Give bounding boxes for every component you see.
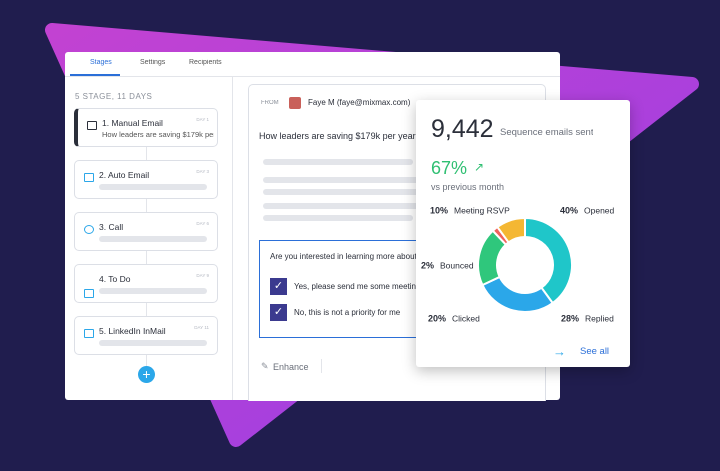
placeholder: [263, 203, 423, 209]
subject: How leaders are saving $179k per year: [259, 131, 416, 141]
stage-day: DAY 3: [196, 169, 209, 174]
tab[interactable]: Recipients: [189, 59, 222, 66]
stage-card[interactable]: 3. Call DAY 6: [74, 212, 218, 251]
stage-day: DAY 11: [194, 325, 209, 330]
placeholder: [263, 189, 423, 195]
value-label: 40%: [560, 205, 578, 215]
stage-preview: How leaders are saving $179k per ...: [102, 130, 214, 139]
placeholder: [99, 184, 207, 190]
tab-underline: [70, 74, 120, 76]
stage-title: 4. To Do: [99, 274, 131, 284]
change: 67%: [431, 158, 468, 178]
placeholder: [99, 288, 207, 294]
enhance-button[interactable]: Enhance: [273, 362, 309, 372]
donut-segment: [481, 275, 555, 313]
stage-title: 2. Auto Email: [99, 170, 150, 180]
legend-label: Replied: [585, 313, 614, 323]
avatar: [289, 97, 301, 109]
value-label: 28%: [561, 313, 579, 323]
stage-icon: [84, 289, 94, 298]
donut-segment: [524, 216, 573, 305]
see-all-link[interactable]: See all: [580, 346, 610, 357]
stage-card[interactable]: 1. Manual Email DAY 1 How leaders are sa…: [74, 108, 218, 147]
stage-icon: [84, 225, 94, 234]
donut-chart: 40% Opened 28% Replied 20% Clicked 2% Bounced 10…: [421, 205, 615, 323]
from-address: Faye M (faye@mixmax.com): [308, 98, 411, 107]
add-stage-button[interactable]: +: [138, 366, 155, 383]
stage-title: 3. Call: [99, 222, 124, 232]
emails-sent: 9,442: [431, 115, 494, 143]
stage-card[interactable]: 5. LinkedIn InMail DAY 11: [74, 316, 218, 355]
poll-option[interactable]: No, this is not a priority for me: [294, 308, 401, 317]
toolbar-divider: [321, 359, 322, 373]
tab[interactable]: Stages: [90, 59, 112, 66]
stage-day: DAY 6: [196, 221, 209, 226]
stage-summary: 5 STAGE, 11 DAYS: [75, 92, 153, 101]
tab-divider: [65, 76, 560, 77]
value-label: 10%: [430, 205, 448, 215]
placeholder: [99, 236, 207, 242]
arrow-icon: →: [553, 344, 566, 359]
checkbox[interactable]: ✓: [270, 278, 287, 295]
stage-title: 5. LinkedIn InMail: [99, 326, 166, 336]
stage-icon: [84, 173, 94, 182]
poll-question: Are you interested in learning more abou…: [270, 252, 430, 261]
change-label: vs previous month: [431, 182, 505, 192]
poll: Are you interested in learning more abou…: [259, 240, 430, 338]
placeholder: [263, 177, 423, 183]
stage-day: DAY 1: [196, 117, 209, 122]
legend-label: Meeting RSVP: [454, 205, 510, 215]
placeholder: [99, 340, 207, 346]
stage-connector: [146, 140, 147, 370]
checkbox[interactable]: ✓: [270, 304, 287, 321]
emails-sent-label: Sequence emails sent: [500, 127, 594, 138]
value-label: 2%: [421, 260, 434, 270]
sidebar: [65, 77, 233, 400]
stage-day: DAY 9: [196, 273, 209, 278]
legend-label: Opened: [584, 205, 615, 215]
from-label: FROM: [261, 100, 279, 106]
tab[interactable]: Settings: [140, 59, 166, 66]
placeholder: [263, 215, 413, 221]
legend-label: Clicked: [452, 313, 480, 323]
stage-title: 1. Manual Email: [102, 118, 163, 128]
placeholder: [263, 159, 413, 165]
stage-card[interactable]: 2. Auto Email DAY 3: [74, 160, 218, 199]
legend-label: Bounced: [440, 260, 474, 270]
poll-option[interactable]: Yes, please send me some meeting times: [294, 282, 420, 291]
stats-card: 9,442 Sequence emails sent 67% ↗ vs prev…: [416, 100, 630, 367]
stage-card[interactable]: 4. To Do DAY 9: [74, 264, 218, 303]
stage-icon: [84, 329, 94, 338]
stage-icon: [87, 121, 97, 130]
enhance-icon: ✎: [261, 361, 269, 371]
value-label: 20%: [428, 313, 446, 323]
trend-icon: ↗: [474, 160, 485, 174]
donut-segment: [495, 216, 526, 244]
